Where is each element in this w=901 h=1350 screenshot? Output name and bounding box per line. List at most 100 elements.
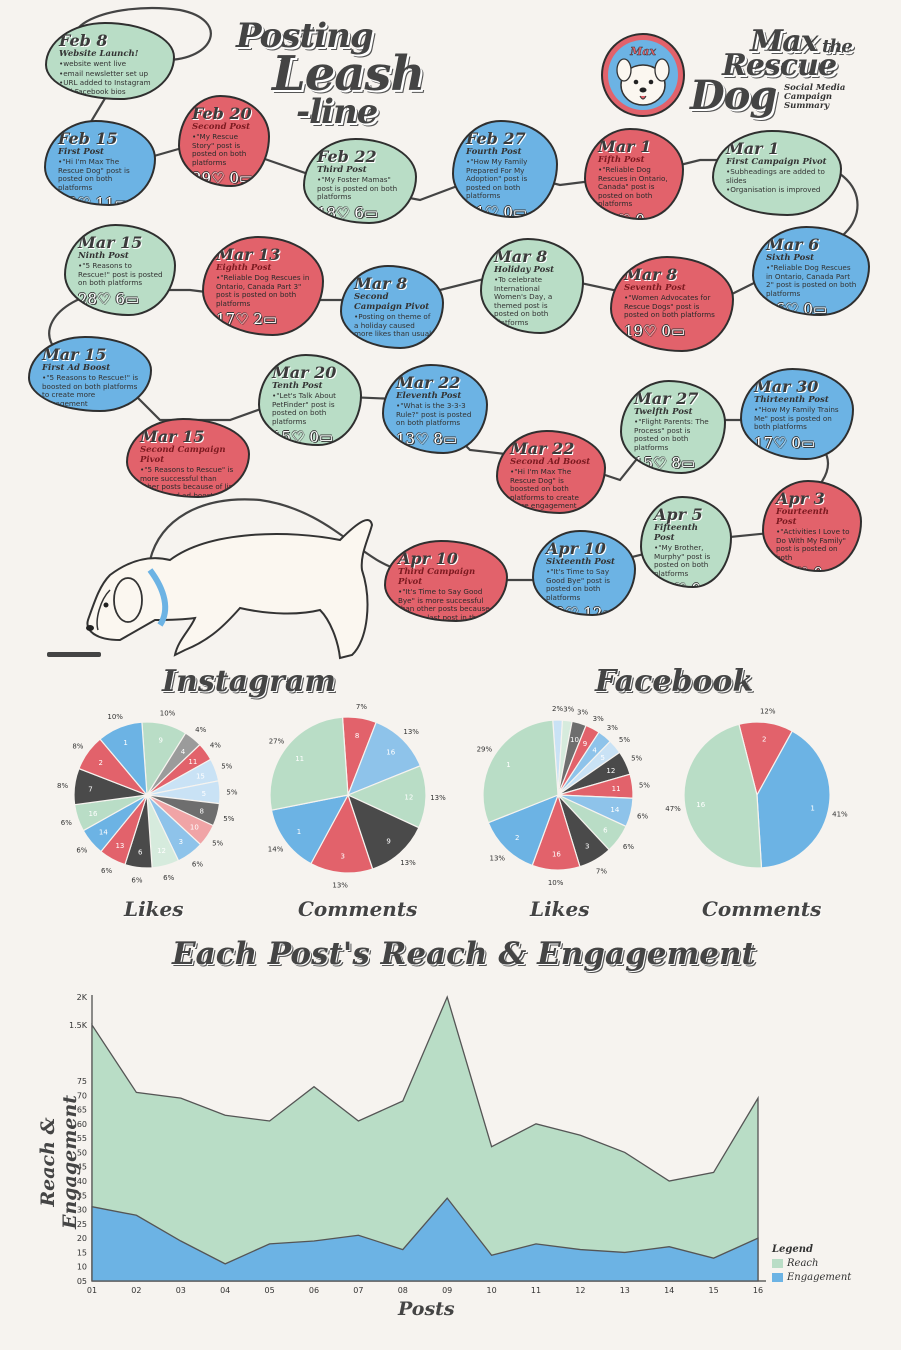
slice-percent: 5% [212, 839, 223, 847]
pie-charts: 910%44%114%155%5 5%85%105%36%126%66%136%1… [57, 703, 848, 890]
heart-icon: ♡ [773, 433, 792, 452]
card-description: Subheadings are added to slides [726, 167, 830, 185]
area-chart-title: Each Post's Reach & Engagement [172, 936, 756, 972]
slice-label: 14 [99, 829, 108, 837]
card-date: Apr 3 [776, 489, 825, 508]
slice-label: 12 [157, 847, 166, 855]
slice-label: 16 [696, 801, 705, 809]
card-description: "My Foster Mamas" post is posted on both… [317, 175, 405, 202]
y-tick-label: 55 [77, 1134, 87, 1143]
slice-percent: 6% [101, 867, 112, 875]
card-subtitle: Fifteenth Post [654, 523, 698, 543]
y-tick-label: 15 [77, 1248, 87, 1257]
card-date: Mar 8 [354, 274, 408, 293]
comment-icon: ▭ [680, 454, 696, 473]
slice-percent: 29% [477, 746, 493, 754]
slice-label: 8 [200, 807, 204, 815]
card-description: "How My Family Prepared For My Adoption"… [466, 157, 546, 201]
card-description: email newsletter set up [59, 69, 163, 79]
slice-percent: 5% [223, 815, 234, 823]
x-tick-label: 09 [442, 1286, 452, 1295]
x-tick-label: 13 [620, 1286, 630, 1295]
card-subtitle: Fourth Post [466, 147, 522, 157]
card-description: Organisation is improved [726, 186, 830, 195]
slice-percent: 13% [490, 854, 506, 862]
area-ylabel: Reach & Engagement [37, 1094, 81, 1230]
slice-label: 16 [552, 850, 561, 858]
pie-slice [270, 794, 350, 865]
comments-count: 0 [791, 433, 801, 452]
x-tick-label: 14 [664, 1286, 674, 1295]
card-stats: 17♡ 0▭ [754, 434, 842, 452]
legend-engagement-label: Engagement [787, 1272, 852, 1283]
heart-icon: ♡ [97, 289, 116, 308]
card-subtitle: Second Campaign Pivot [354, 292, 430, 312]
slice-label: 2 [515, 834, 519, 842]
y-tick-label: 25 [77, 1220, 87, 1229]
slice-label: 14 [610, 806, 619, 814]
slice-label: 2 [762, 736, 766, 744]
card-description: "Flight Parents: The Process" post is po… [634, 417, 714, 452]
slice-label: 8 [355, 732, 359, 740]
x-tick-label: 16 [753, 1286, 763, 1295]
comments-count: 6 [115, 289, 125, 308]
slice-label: 1 [810, 804, 814, 812]
instagram-heading: Instagram [162, 664, 336, 699]
slice-percent: 41% [832, 811, 848, 819]
slice-label: 12 [606, 767, 615, 775]
heart-icon: ♡ [415, 429, 434, 448]
likes-count: 19 [624, 321, 644, 340]
slice-label: 16 [89, 810, 98, 818]
slice-percent: 3% [577, 709, 588, 717]
fb-comments-label: Comments [702, 897, 822, 921]
area-legend: Legend Reach Engagement [772, 1243, 851, 1285]
card-date: Mar 30 [754, 377, 819, 396]
heart-icon: ♡ [235, 310, 254, 329]
card-subtitle: Third Post [317, 165, 367, 175]
card-description: "Hi I'm Max The Rescue Dog" post is post… [58, 157, 144, 192]
y-tick-label: 20 [77, 1234, 87, 1243]
card-description: "What is the 3-3-3 Rule?" post is posted… [396, 401, 476, 428]
comments-count: 12 [583, 604, 603, 616]
card-stats: 19♡ 0▭ [624, 322, 722, 340]
comment-icon: ▭ [602, 604, 617, 616]
slice-percent: 10% [107, 713, 123, 721]
comment-icon: ▭ [363, 203, 379, 222]
x-tick-label: 04 [220, 1286, 230, 1295]
card-date: Mar 8 [494, 247, 548, 266]
card-subtitle: Second Campaign Pivot [140, 445, 226, 465]
y-tick-label: 2K [77, 993, 88, 1002]
slice-label: 11 [612, 785, 621, 793]
card-subtitle: Holiday Post [494, 265, 555, 275]
pie-slice [346, 764, 427, 829]
area-xlabel: Posts [398, 1298, 455, 1320]
slice-percent: 14% [268, 845, 284, 853]
card-subtitle: Thirteenth Post [754, 395, 829, 405]
card-description: "My Rescue Story" post is posted on both… [192, 132, 258, 167]
slice-label: 13 [115, 842, 124, 850]
card-subtitle: Third Campaign Pivot [398, 567, 476, 587]
comments-count: 0 [229, 169, 239, 187]
heart-icon: ♡ [795, 564, 813, 570]
card-stats: 17♡ 2▭ [216, 310, 312, 328]
ig-comments-label: Comments [298, 897, 418, 921]
card-subtitle: Website Launch! [59, 49, 139, 59]
card-description: "Hi I'm Max The Rescue Dog" is boosted o… [510, 467, 594, 511]
slice-percent: 13% [430, 794, 446, 802]
card-description: "5 Reasons to Rescue" is more successful… [140, 465, 238, 496]
heart-icon: ♡ [673, 580, 691, 586]
brand-the: the [822, 36, 853, 57]
x-tick-label: 03 [176, 1286, 186, 1295]
slice-percent: 10% [548, 879, 564, 887]
slice-percent: 4% [195, 726, 206, 734]
card-description: "How My Family Trains Me" post is posted… [754, 405, 842, 432]
slice-label: 7 [88, 785, 92, 793]
comments-count: 0 [503, 202, 513, 218]
card-date: Mar 27 [634, 389, 699, 408]
x-tick-label: 12 [575, 1286, 585, 1295]
